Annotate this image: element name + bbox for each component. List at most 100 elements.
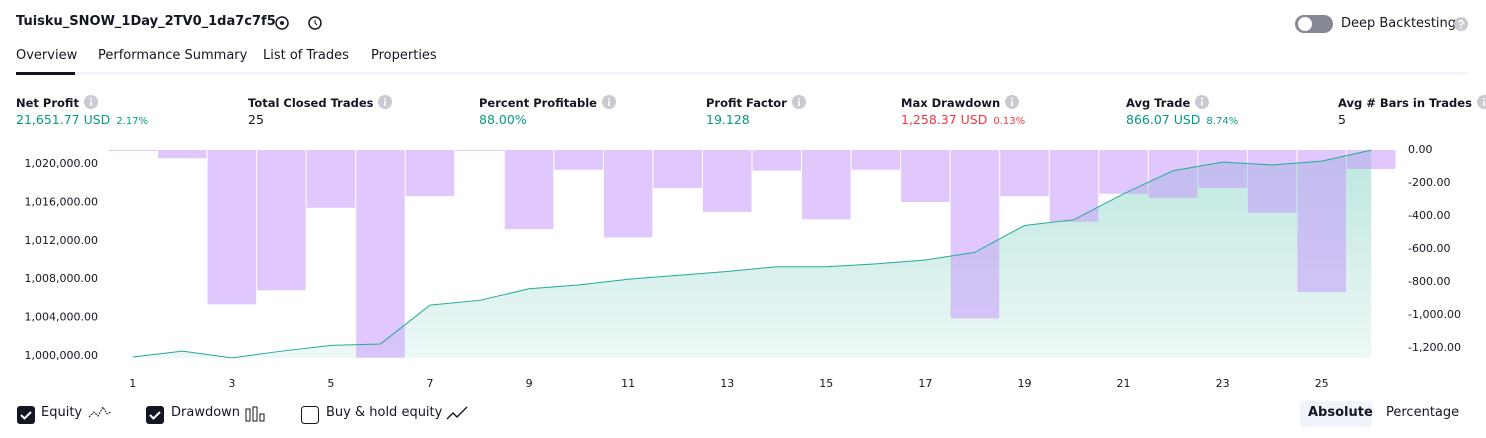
stat-value: 5	[1338, 112, 1346, 127]
tab[interactable]: Performance Summary	[98, 48, 248, 63]
drawdown-bar	[257, 150, 306, 291]
y2-tick-label: -1,200.00	[1408, 341, 1461, 354]
drawdown-bar	[653, 150, 702, 188]
stat-value: 88.00%	[479, 112, 527, 127]
drawdown-bar	[802, 150, 851, 220]
buy-hold-checkbox[interactable]	[300, 405, 320, 425]
drawdown-bar	[356, 150, 405, 358]
stat-label: Avg Trade	[1126, 94, 1210, 110]
drawdown-checkbox[interactable]	[145, 405, 165, 425]
chart: 1,000,000.00 1,004,000.00 1,008,000.00 1,01…	[25, 143, 1461, 390]
info-icon[interactable]	[791, 94, 807, 110]
stat-value: 1,258.37 USD 0.13%	[901, 112, 1025, 127]
y-tick-label: 1,020,000.00	[25, 157, 98, 170]
drawdown-icon	[245, 406, 265, 422]
equity-area	[132, 150, 1372, 358]
tab-divider	[16, 72, 1468, 75]
stat-label: Avg # Bars in Trades	[1338, 94, 1486, 110]
absolute-button-bg[interactable]	[1300, 401, 1372, 427]
info-icon[interactable]	[1194, 94, 1210, 110]
drawdown-bar	[455, 150, 504, 151]
drawdown-bar	[405, 150, 455, 197]
stat-number: 21,651.77 USD	[16, 112, 111, 127]
x-tick-label: 11	[621, 377, 635, 390]
drawdown-bar	[950, 150, 1000, 319]
x-tick-label: 13	[720, 377, 734, 390]
active-tab-indicator	[16, 72, 75, 75]
stat-number: 88.00%	[479, 112, 527, 127]
drawdown-bar	[207, 150, 257, 305]
x-tick-label: 23	[1216, 377, 1230, 390]
drawdown-bar	[306, 150, 356, 208]
drawdown-bar	[1198, 150, 1247, 188]
y-tick-label: 1,016,000.00	[25, 195, 98, 208]
x-tick-label: 25	[1315, 377, 1329, 390]
stat-label: Profit Factor	[706, 94, 807, 110]
y2-tick-label: -400.00	[1408, 209, 1450, 222]
deep-backtesting-label: Deep Backtesting	[1341, 16, 1457, 31]
drawdown-bar	[752, 150, 802, 171]
drawdown-bar	[504, 150, 554, 230]
y2-tick-label: -1,000.00	[1408, 308, 1461, 321]
stat-label: Total Closed Trades	[248, 94, 393, 110]
equity-legend: Equity	[41, 405, 83, 420]
drawdown-bar	[702, 150, 752, 212]
y2-tick-label: -600.00	[1408, 242, 1450, 255]
stat-percent: 8.74%	[1206, 116, 1239, 127]
drawdown-bar	[1148, 150, 1198, 198]
stat-value: 19.128	[706, 112, 750, 127]
drawdown-bar	[554, 150, 603, 170]
stat-number: 5	[1338, 112, 1346, 127]
y-tick-label: 1,008,000.00	[25, 272, 98, 285]
x-tick-label: 1	[129, 377, 136, 390]
absolute-button[interactable]: Absolute	[1308, 405, 1373, 420]
x-tick-label: 9	[526, 377, 533, 390]
drawdown-legend: Drawdown	[171, 405, 241, 420]
drawdown-bar	[1049, 150, 1099, 222]
stat-label: Max Drawdown	[901, 94, 1020, 110]
info-icon[interactable]	[601, 94, 617, 110]
drawdown-bar	[603, 150, 653, 238]
stat-number: 25	[248, 112, 264, 127]
tab[interactable]: Overview	[16, 48, 78, 63]
equity-icon	[88, 405, 112, 418]
drawdown-bar	[1297, 150, 1346, 292]
help-icon[interactable]	[1453, 16, 1469, 32]
drawdown-bar	[1000, 150, 1049, 197]
y-tick-label: 1,012,000.00	[25, 234, 98, 247]
x-tick-label: 21	[1117, 377, 1131, 390]
equity-line	[132, 149, 1372, 359]
y-tick-label: 1,004,000.00	[25, 311, 98, 324]
info-icon[interactable]	[377, 94, 393, 110]
stat-value: 866.07 USD 8.74%	[1126, 112, 1238, 127]
drawdown-bar	[1247, 150, 1297, 213]
x-tick-label: 19	[1017, 377, 1031, 390]
stat-number: 1,258.37 USD	[901, 112, 988, 127]
tab[interactable]: Properties	[371, 48, 437, 63]
drawdown-bar	[1099, 150, 1148, 194]
deep-backtesting-toggle[interactable]	[1294, 14, 1334, 34]
info-icon[interactable]	[83, 94, 99, 110]
equity-checkbox[interactable]	[16, 405, 36, 425]
drawdown-bar	[1346, 150, 1396, 169]
x-tick-label: 5	[327, 377, 334, 390]
x-tick-label: 17	[918, 377, 932, 390]
stat-percent: 0.13%	[993, 116, 1026, 127]
stat-percent: 2.17%	[116, 116, 149, 127]
info-icon[interactable]	[1476, 94, 1486, 110]
drawdown-bar	[158, 150, 207, 159]
strategy-title: Tuisku_SNOW_1Day_2TV0_1da7c7f5	[16, 14, 276, 29]
header-icons[interactable]	[272, 14, 332, 34]
stat-value: 21,651.77 USD 2.17%	[16, 112, 148, 127]
info-icon[interactable]	[1004, 94, 1020, 110]
y2-tick-label: 0.00	[1408, 143, 1433, 156]
tab[interactable]: List of Trades	[263, 48, 349, 63]
x-tick-label: 7	[427, 377, 434, 390]
drawdown-bar	[108, 150, 158, 151]
stat-label: Net Profit	[16, 94, 99, 110]
percentage-button[interactable]: Percentage	[1386, 405, 1460, 420]
x-tick-label: 15	[819, 377, 833, 390]
drawdown-bar	[851, 150, 901, 170]
y-tick-label: 1,000,000.00	[25, 349, 98, 362]
